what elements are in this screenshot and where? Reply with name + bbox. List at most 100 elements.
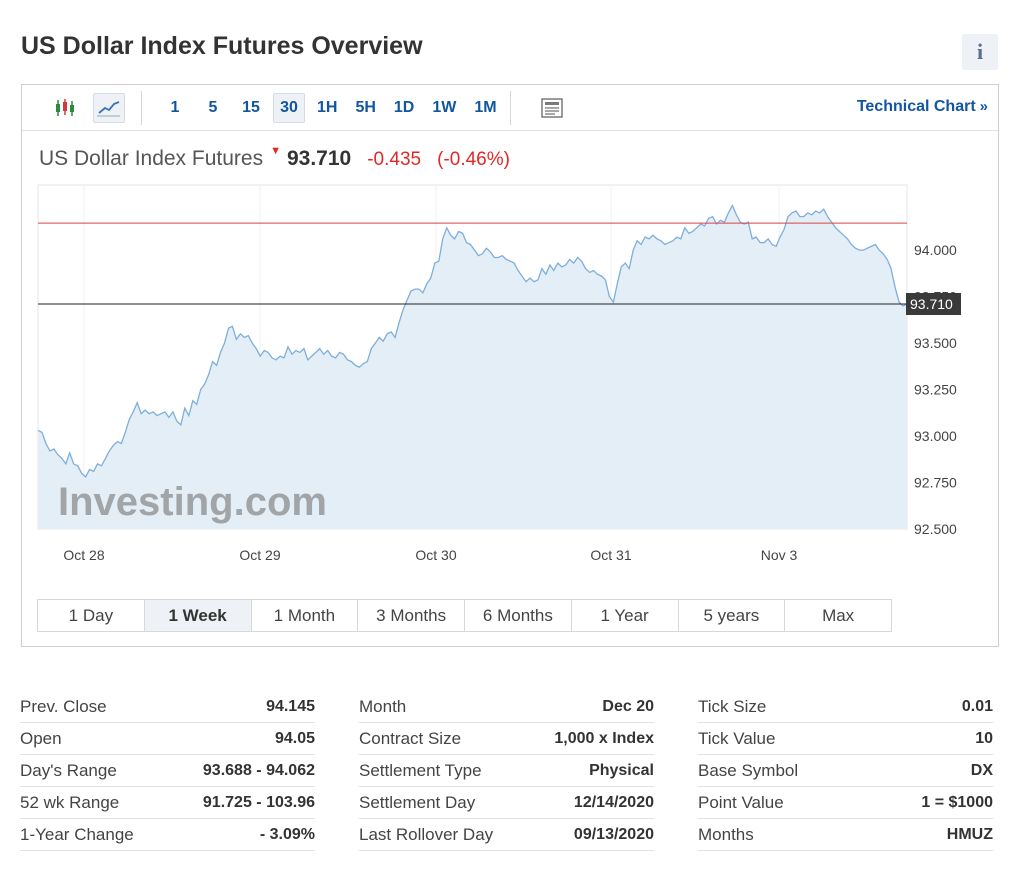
stat-label: Prev. Close: [20, 696, 107, 716]
stat-row-last-rollover-day: Last Rollover Day 09/13/2020: [359, 819, 654, 851]
stat-value: Dec 20: [602, 697, 654, 715]
stat-row-contract-size: Contract Size 1,000 x Index: [359, 723, 654, 755]
stat-label: Months: [698, 824, 754, 844]
toolbar-separator: [510, 91, 511, 125]
stat-value: - 3.09%: [259, 825, 315, 843]
range-tab-1-week[interactable]: 1 Week: [144, 600, 252, 631]
range-tab-1-year[interactable]: 1 Year: [572, 600, 679, 631]
range-tabs: 1 Day 1 Week 1 Month 3 Months 6 Months 1 Year…: [37, 599, 892, 632]
range-tab-6-months[interactable]: 6 Months: [465, 600, 572, 631]
stat-row-open: Open 94.05: [20, 723, 315, 755]
interval-30[interactable]: 30: [273, 93, 305, 123]
stat-label: Month: [359, 696, 407, 716]
y-tick-label: 92.750: [914, 475, 957, 491]
stat-row-months: Months HMUZ: [698, 819, 993, 851]
price-change: -0.435: [367, 149, 422, 170]
x-tick-label: Oct 31: [590, 547, 631, 563]
range-tab-5-years[interactable]: 5 years: [679, 600, 786, 631]
stat-label: Settlement Type: [359, 760, 482, 780]
stat-label: Settlement Day: [359, 792, 476, 812]
toolbar-separator: [141, 91, 142, 125]
stat-row-month: Month Dec 20: [359, 691, 654, 723]
stat-row-prev-close: Prev. Close 94.145: [20, 691, 315, 723]
y-tick-label: 93.500: [914, 335, 957, 351]
stat-value: 1,000 x Index: [554, 729, 654, 747]
page-title: US Dollar Index Futures Overview: [21, 32, 423, 60]
stat-row-day-s-range: Day's Range 93.688 - 94.062: [20, 755, 315, 787]
x-tick-label: Oct 28: [63, 547, 104, 563]
stat-row-52-wk-range: 52 wk Range 91.725 - 103.96: [20, 787, 315, 819]
double-chevron-right-icon: »: [979, 98, 988, 115]
last-price: 93.710: [286, 147, 352, 170]
chart-widget: 1 5 15 30 1H 5H 1D 1W 1M Technical Chart» US Dol…: [21, 84, 999, 647]
y-tick-label: 94.000: [914, 242, 957, 258]
stat-value: 10: [975, 729, 993, 747]
interval-buttons: 1 5 15 30 1H 5H 1D 1W 1M: [159, 93, 509, 123]
x-tick-label: Oct 29: [239, 547, 280, 563]
stat-value: 93.688 - 94.062: [202, 761, 315, 779]
stat-value: DX: [970, 761, 993, 779]
stat-row-tick-size: Tick Size 0.01: [698, 691, 993, 723]
interval-1d[interactable]: 1D: [393, 99, 415, 116]
technical-chart-link[interactable]: Technical Chart»: [857, 98, 988, 116]
quote-line: US Dollar Index Futures ▼ 93.710 -0.435 …: [39, 145, 510, 171]
stat-label: Tick Value: [698, 728, 776, 748]
stat-row-point-value: Point Value 1 = $1000: [698, 787, 993, 819]
last-price-badge-label: 93.710: [910, 296, 953, 312]
stat-label: 1-Year Change: [20, 824, 134, 844]
interval-5[interactable]: 5: [208, 99, 218, 116]
investing-watermark: Investing.com: [58, 480, 327, 524]
interval-1w[interactable]: 1W: [432, 99, 457, 116]
stat-label: Tick Size: [698, 696, 767, 716]
price-change-percent: (-0.46%): [437, 149, 510, 170]
line-chart-icon[interactable]: [93, 93, 125, 123]
range-tab-max[interactable]: Max: [822, 605, 855, 625]
stat-label: Day's Range: [20, 760, 117, 780]
range-tab-1-month[interactable]: 1 Month: [252, 600, 359, 631]
stats-column: Tick Size 0.01 Tick Value 10 Base Symbol DX Po…: [698, 691, 993, 851]
interval-15[interactable]: 15: [242, 99, 260, 116]
stat-value: 12/14/2020: [573, 793, 654, 811]
stat-label: Contract Size: [359, 728, 462, 748]
stat-row-base-symbol: Base Symbol DX: [698, 755, 993, 787]
candlestick-icon[interactable]: [49, 93, 81, 123]
y-tick-label: 93.250: [914, 382, 957, 398]
stat-label: Point Value: [698, 792, 784, 812]
stat-row-tick-value: Tick Value 10: [698, 723, 993, 755]
stat-row-settlement-day: Settlement Day 12/14/2020: [359, 787, 654, 819]
series-area: [38, 205, 907, 529]
stat-value: 91.725 - 103.96: [202, 793, 315, 811]
stats-column: Month Dec 20 Contract Size 1,000 x Index Set…: [359, 691, 654, 851]
range-tab-1-day[interactable]: 1 Day: [38, 600, 145, 631]
stat-row-settlement-type: Settlement Type Physical: [359, 755, 654, 787]
interval-1m[interactable]: 1M: [474, 99, 497, 116]
range-tab-3-months[interactable]: 3 Months: [358, 600, 465, 631]
news-icon[interactable]: [536, 93, 568, 123]
stat-value: HMUZ: [946, 825, 993, 843]
series-line: [37, 204, 908, 478]
stats-column: Prev. Close 94.145 Open 94.05 Day's Range 93.…: [20, 691, 315, 851]
down-arrow-icon: ▼: [270, 145, 281, 157]
stat-value: 94.145: [266, 697, 315, 715]
interval-1[interactable]: 1: [170, 99, 180, 116]
price-chart[interactable]: Investing.com94.00093.75093.50093.25093.…: [22, 85, 998, 585]
y-tick-label: 93.000: [914, 428, 957, 444]
stat-value: Physical: [589, 761, 654, 779]
y-tick-label: 92.500: [914, 521, 957, 537]
x-tick-label: Nov 3: [761, 547, 798, 563]
stat-value: 94.05: [274, 729, 315, 747]
stat-label: Last Rollover Day: [359, 824, 494, 844]
interval-1h[interactable]: 1H: [317, 99, 338, 116]
chart-toolbar: 1 5 15 30 1H 5H 1D 1W 1M Technical Chart»: [22, 85, 998, 131]
info-icon[interactable]: i: [962, 34, 998, 70]
stat-value: 0.01: [961, 697, 993, 715]
stat-value: 1 = $1000: [921, 793, 993, 811]
interval-5h[interactable]: 5H: [355, 99, 376, 116]
stat-value: 09/13/2020: [573, 825, 654, 843]
stat-label: Base Symbol: [698, 760, 799, 780]
x-tick-label: Oct 30: [415, 547, 456, 563]
stat-label: 52 wk Range: [20, 792, 120, 812]
stat-label: Open: [20, 728, 62, 748]
instrument-name: US Dollar Index Futures: [39, 147, 264, 170]
last-price-badge: [906, 293, 961, 316]
